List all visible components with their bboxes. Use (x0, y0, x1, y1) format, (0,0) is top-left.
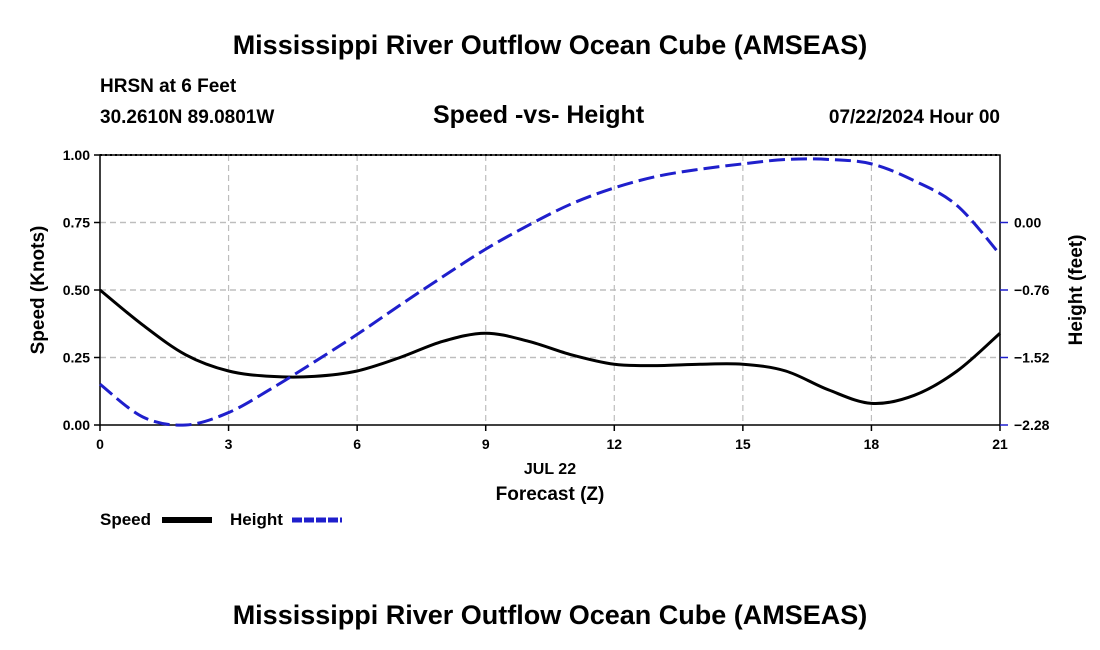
series-line-height (99, 157, 1002, 427)
legend-height-label: Height (230, 510, 283, 529)
x-tick-label: 6 (353, 436, 361, 452)
x-tick-label: 21 (992, 436, 1008, 452)
forecast-date-label: 07/22/2024 Hour 00 (828, 107, 1000, 128)
series-line-speed (99, 288, 1001, 406)
x-tick-label: 15 (735, 436, 751, 452)
y-left-tick-label: 0.50 (63, 282, 90, 298)
y-left-tick-label: 0.75 (63, 215, 90, 231)
y-left-tick-label: 1.00 (63, 147, 90, 163)
x-tick-label: 0 (96, 436, 104, 452)
chart-title-top: Mississippi River Outflow Ocean Cube (AM… (232, 30, 868, 60)
x-tick-label: 12 (606, 436, 622, 452)
x-axis-date-label: JUL 22 (524, 461, 576, 478)
y-axis-left-label: Speed (Knots) (28, 226, 49, 355)
chart-title-bottom: Mississippi River Outflow Ocean Cube (AM… (232, 600, 868, 630)
chart-subtitle: Speed -vs- Height (433, 101, 645, 129)
x-tick-label: 3 (225, 436, 233, 452)
grid-lines (100, 155, 1000, 425)
legend-speed-label: Speed (100, 510, 151, 529)
x-tick-label: 18 (864, 436, 880, 452)
y-left-tick-label: 0.00 (63, 417, 90, 433)
y-right-tick-label: −2.28 (1014, 417, 1050, 433)
series-lines (99, 157, 1002, 427)
axis-ticks: 0 3 6 9 12 15 18 21 0.00 0.25 0.50 0.75 1.00 −2.28 −1.… (63, 147, 1050, 452)
station-label: HRSN at 6 Feet (100, 76, 237, 97)
coordinates-label: 30.2610N 89.0801W (100, 107, 275, 128)
x-tick-label: 9 (482, 436, 490, 452)
speed-height-chart: 0 3 6 9 12 15 18 21 0.00 0.25 0.50 0.75 1.00 −2.28 −1.… (28, 147, 1087, 529)
legend: Speed Height (100, 510, 342, 529)
y-right-tick-label: 0.00 (1014, 215, 1041, 231)
y-axis-right-label: Height (feet) (1066, 235, 1087, 346)
y-left-tick-label: 0.25 (63, 350, 90, 366)
y-right-tick-label: −1.52 (1014, 350, 1050, 366)
x-axis-label: Forecast (Z) (496, 484, 605, 505)
y-right-tick-label: −0.76 (1014, 282, 1050, 298)
